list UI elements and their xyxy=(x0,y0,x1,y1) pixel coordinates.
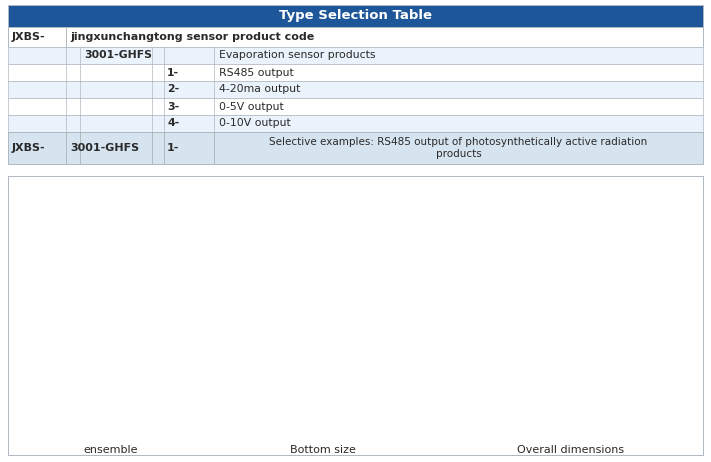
Text: 0-10V output: 0-10V output xyxy=(219,118,291,128)
Text: 40mm: 40mm xyxy=(515,286,544,296)
Text: Image display: Image display xyxy=(304,181,407,194)
Text: 3.5mm: 3.5mm xyxy=(451,363,478,372)
Ellipse shape xyxy=(68,224,154,252)
Text: Evaporation sensor products: Evaporation sensor products xyxy=(219,50,375,61)
Text: 0-5V output: 0-5V output xyxy=(219,102,284,111)
Bar xyxy=(8,98,703,115)
Bar xyxy=(8,81,703,98)
Text: 4-20ma output: 4-20ma output xyxy=(219,85,300,95)
Circle shape xyxy=(389,299,404,316)
Text: RS485 output: RS485 output xyxy=(219,67,294,78)
Text: 1-: 1- xyxy=(167,67,179,78)
Bar xyxy=(540,222,637,361)
Text: Bottom size: Bottom size xyxy=(290,445,356,455)
Bar xyxy=(637,289,678,305)
Bar xyxy=(8,27,703,47)
Text: 4.5mm: 4.5mm xyxy=(383,321,411,330)
Text: 3-: 3- xyxy=(167,102,179,111)
Text: 2-: 2- xyxy=(167,85,179,95)
Bar xyxy=(8,176,703,198)
Text: products: products xyxy=(436,149,481,159)
Text: 50mm: 50mm xyxy=(306,269,340,280)
Text: Type Selection Table: Type Selection Table xyxy=(279,10,432,23)
Text: 3001-GHFS: 3001-GHFS xyxy=(84,50,152,61)
Text: 4-: 4- xyxy=(167,118,179,128)
Text: 3001-GHFS: 3001-GHFS xyxy=(70,143,139,153)
Text: jingxunchangtong sensor product code: jingxunchangtong sensor product code xyxy=(70,32,314,42)
Bar xyxy=(8,176,703,455)
Bar xyxy=(8,115,703,132)
Text: JXBS-: JXBS- xyxy=(12,143,46,153)
Bar xyxy=(8,64,703,81)
Bar xyxy=(673,291,685,303)
Circle shape xyxy=(105,231,117,245)
Bar xyxy=(8,132,703,164)
Ellipse shape xyxy=(33,363,188,414)
Text: JXBS-: JXBS- xyxy=(12,32,46,42)
Circle shape xyxy=(242,299,257,316)
Bar xyxy=(8,47,703,64)
Bar xyxy=(474,361,663,375)
Ellipse shape xyxy=(540,212,637,231)
Ellipse shape xyxy=(239,217,407,421)
Bar xyxy=(8,5,703,27)
Text: 4.5mm: 4.5mm xyxy=(235,321,264,330)
Text: Overall dimensions: Overall dimensions xyxy=(517,445,624,455)
Text: 64mm: 64mm xyxy=(553,393,582,402)
Text: Selective examples: RS485 output of photosynthetically active radiation: Selective examples: RS485 output of phot… xyxy=(269,137,648,147)
Text: 1-: 1- xyxy=(167,143,179,153)
Text: ensemble: ensemble xyxy=(83,445,138,455)
